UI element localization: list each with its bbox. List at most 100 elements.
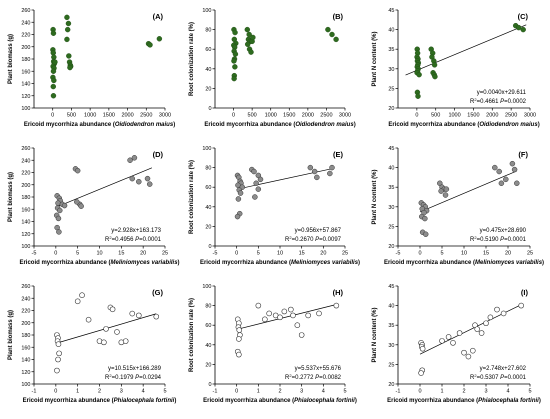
panel-D-data-point [57, 207, 63, 214]
panel-H-x-tick-label: -1 [213, 389, 218, 395]
panel-I-data-point [469, 347, 476, 354]
panel-B: 0 500 1000 1500 2000 2500 3000 0 20 40 60 80 100 Root… [189, 8, 356, 128]
panel-E-data-point [235, 196, 242, 202]
panel-A-x-tick-label: 1000 [84, 113, 96, 119]
panel-E-y-tick-label: 20 [205, 224, 211, 230]
panel-D-x-tick-label: 10 [96, 251, 102, 257]
panel-C-y-tick-label: 40 [388, 28, 394, 34]
panel-H-y-tick-label: 100 [202, 284, 211, 290]
panel-F-y-axis-title: Plant N content (%) [372, 169, 378, 224]
panel-I-y-tick-label: 45 [388, 284, 394, 290]
panel-B-x-axis-title: Ericoid mycorrhiza abundance (Oidiodendr… [204, 122, 355, 128]
panel-A-x-axis-title: Ericoid mycorrhiza abundance (Oidiodendr… [24, 122, 175, 128]
panel-E-x-tick-label: 0 [235, 251, 238, 257]
panel-D-data-point [127, 157, 133, 163]
panel-C-y-tick-label: 25 [388, 86, 394, 92]
panel-G-x-axis-title: Ericoid mycorrhiza abundance (Phialoceph… [23, 398, 177, 404]
panel-F-data-point [514, 180, 520, 187]
panel-D-x-tick-label: 20 [140, 251, 146, 257]
panel-A-x-tick-label: 2500 [140, 113, 152, 119]
panel-F-x-tick-label: 25 [527, 251, 533, 257]
panel-B-y-tick-label: 80 [205, 28, 211, 34]
panel-G-x-tick-label: 2 [98, 389, 101, 395]
panel-A-x-tick-label: 2000 [121, 113, 133, 119]
panel-D-y-tick-label: 180 [21, 195, 30, 201]
panel-B-data-point [231, 75, 237, 82]
panel-C-x-tick-label: 1500 [467, 113, 479, 119]
panel-B-data-point [231, 58, 237, 64]
panel-H-y-tick-label: 20 [205, 362, 211, 368]
panel-G-data-point [136, 312, 142, 319]
panel-B-data-point [333, 36, 339, 43]
panel-G-y-tick-label: 140 [21, 358, 30, 364]
panel-B-data-point [329, 31, 335, 38]
panel-A-y-tick-label: 120 [21, 94, 30, 100]
panel-C-x-tick-label: 500 [431, 113, 440, 119]
panel-G-x-tick-label: 4 [142, 389, 145, 395]
panel-I-x-tick-label: -1 [396, 389, 401, 395]
panel-I-y-tick-label: 20 [388, 382, 394, 388]
panel-G-y-tick-label: 100 [21, 382, 30, 388]
panel-G-data-point [55, 341, 62, 347]
panel-F-data-point [422, 215, 428, 222]
panel-G-data-point [54, 367, 60, 374]
panel-C-equation: y=0.0040x+29.611 [477, 90, 527, 96]
panel-H-data-point [236, 351, 242, 358]
panel-H-data-point [298, 332, 305, 338]
panel-A: 0 500 1000 1500 2000 2500 3000 100 120 140 160 180 2… [8, 8, 175, 128]
panel-I-y-tick-label: 35 [388, 323, 394, 329]
panel-B-y-tick-label: 100 [202, 8, 211, 14]
panel-G-y-tick-label: 240 [21, 296, 30, 302]
panel-D-equation: y=2.928x+163.173 [111, 228, 161, 234]
panel-E-data-point [327, 170, 333, 177]
panel-C-data-point [515, 24, 522, 31]
panel-C-x-tick-label: 3000 [524, 113, 536, 119]
panel-I-x-tick-label: 0 [418, 389, 421, 395]
panel-B-x-tick-label: 2500 [320, 113, 332, 119]
panel-E-y-tick-label: 100 [202, 146, 211, 152]
panel-I-x-tick-label: 3 [484, 389, 487, 395]
panel-I-x-axis-title: Ericoid mycorrhiza abundance (Phialoceph… [387, 398, 541, 404]
panel-E-data-point [329, 164, 335, 171]
panel-C-data-point [415, 93, 421, 99]
panel-H-data-point [305, 312, 311, 319]
panel-I-y-axis-title: Plant N content (%) [372, 307, 378, 362]
panel-G-data-point [114, 329, 120, 335]
panel-C-y-tick-label: 30 [388, 67, 394, 73]
panel-D-data-point [74, 199, 80, 205]
panel-G-data-point [101, 339, 107, 346]
panel-F-y-tick-label: 35 [388, 185, 394, 191]
panel-G-r2-pvalue: R2=0.1979 P=0.0294 [105, 373, 162, 381]
panel-E-y-axis-title: Root colonization rate (%) [189, 160, 195, 234]
panel-D-y-tick-label: 140 [21, 220, 30, 226]
panel-B-x-tick-label: 3000 [339, 113, 351, 119]
panel-C-r2-pvalue: R2=0.4661 P=0.0002 [470, 97, 527, 105]
panel-G-x-tick-label: 3 [120, 389, 123, 395]
panel-I-data-point [478, 330, 485, 336]
panel-D-data-point [61, 202, 68, 209]
panel-E-x-tick-label: 5 [257, 251, 260, 257]
panel-G-y-tick-label: 160 [21, 345, 30, 351]
panel-I-data-point [474, 326, 481, 332]
panel-E-x-tick-label: 25 [342, 251, 348, 257]
panel-B-data-point [248, 49, 254, 55]
panel-F-data-point [443, 186, 450, 192]
panel-H-y-tick-label: 60 [205, 323, 211, 329]
panel-E-data-point [257, 176, 264, 183]
panel-F-data-point [492, 164, 498, 171]
panel-D-y-tick-label: 260 [21, 146, 30, 152]
panel-C-data-point [416, 71, 422, 78]
panel-I-y-tick-label: 25 [388, 362, 394, 368]
panel-E-equation: y=0.956x+57.867 [295, 228, 342, 234]
panel-F-x-tick-label: 15 [483, 251, 489, 257]
panel-F-y-tick-label: 40 [388, 166, 394, 172]
panel-C-x-axis-title: Ericoid mycorrhiza abundance (Oidiodendr… [388, 122, 539, 128]
panel-I-data-point [500, 310, 507, 317]
panel-B-label: (B) [333, 12, 344, 21]
panel-I-data-point [456, 330, 463, 336]
panel-A-data-point [64, 26, 71, 33]
panel-B-x-tick-label: 500 [248, 113, 257, 119]
panel-B-x-tick-label: 1500 [283, 113, 295, 119]
panel-C-x-tick-label: 1000 [448, 113, 460, 119]
